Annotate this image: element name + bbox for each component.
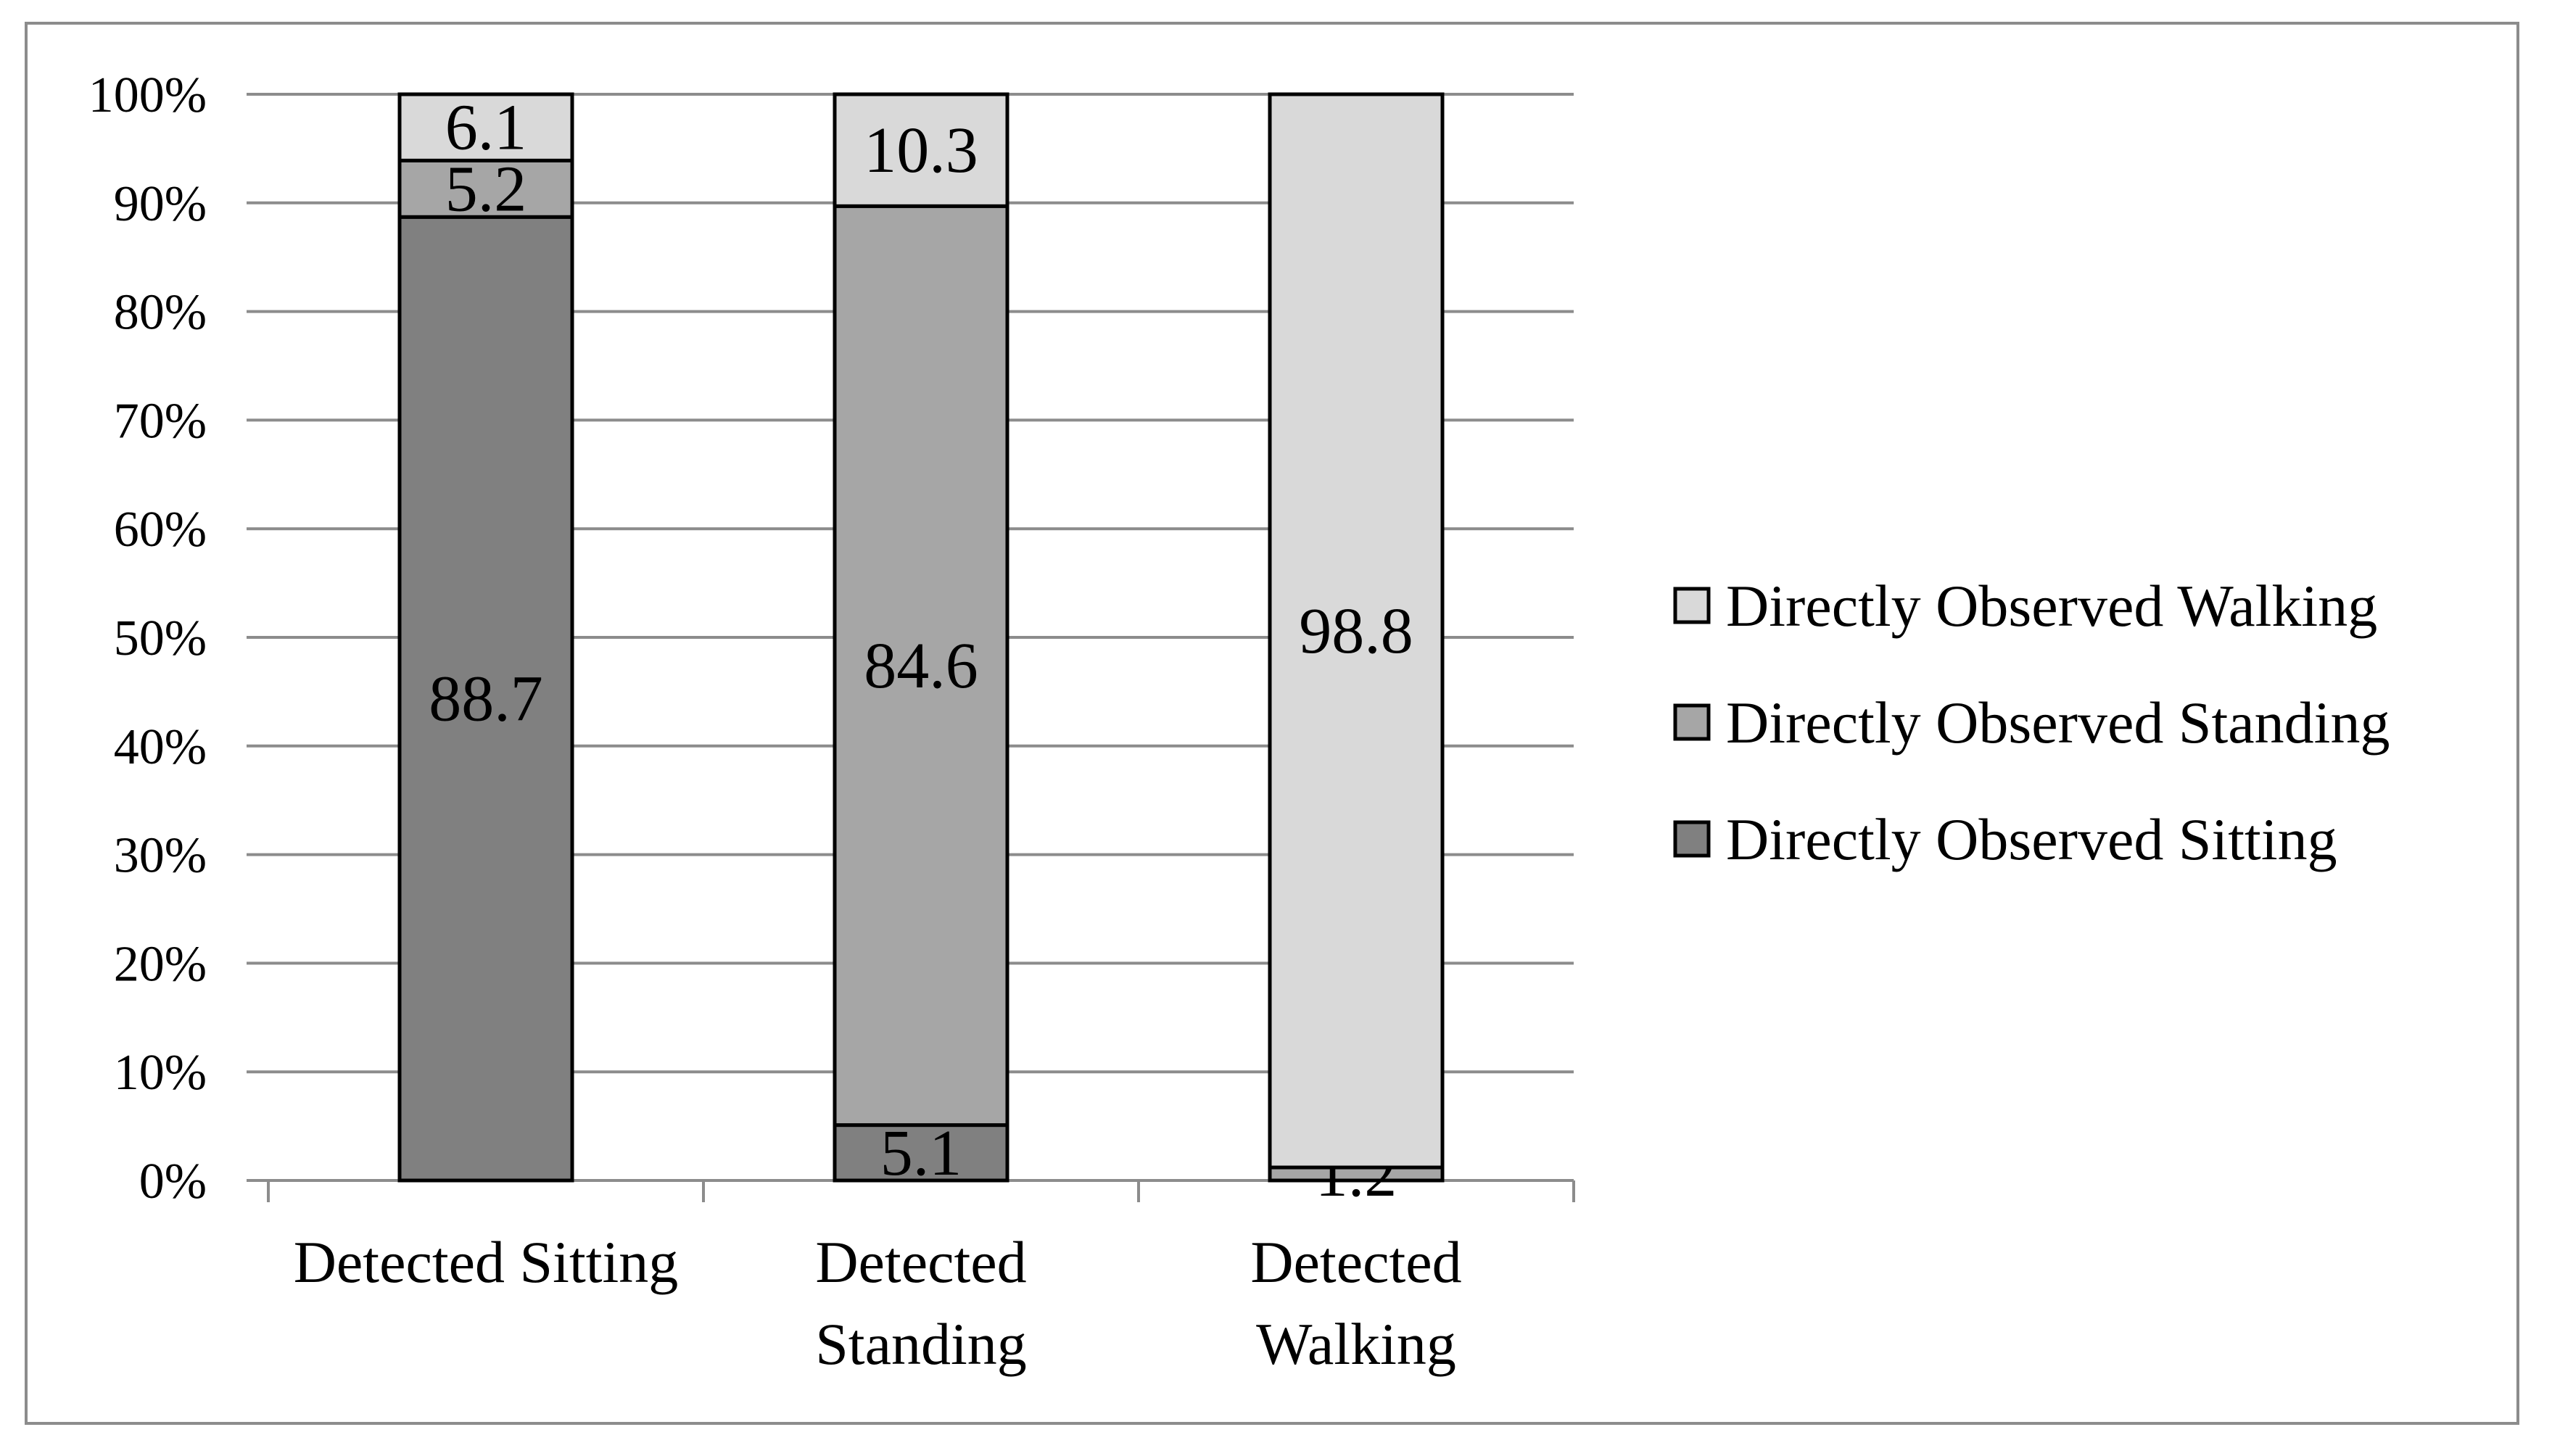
bar-segment — [397, 92, 574, 162]
legend-label: Directly Observed Walking — [1726, 573, 2377, 639]
bar-segment — [833, 92, 1009, 208]
bar-segment — [397, 215, 574, 1183]
y-tick-label: 70% — [114, 393, 207, 449]
legend-swatch — [1673, 703, 1711, 741]
y-tick-label: 90% — [114, 176, 207, 232]
data-label: 6.1 — [445, 92, 527, 164]
x-category-label: Standing — [815, 1311, 1027, 1377]
data-label: 98.8 — [1299, 595, 1413, 667]
y-tick-label: 10% — [114, 1045, 207, 1101]
bar-segment — [833, 1123, 1009, 1183]
y-tick-label: 100% — [88, 67, 207, 123]
data-label: 5.1 — [880, 1117, 962, 1189]
x-category-label: Detected — [815, 1229, 1026, 1295]
y-tick-label: 0% — [139, 1154, 207, 1209]
legend-swatch — [1673, 587, 1711, 624]
data-label: 10.3 — [864, 115, 978, 186]
data-label: 84.6 — [864, 630, 978, 702]
x-category-label: Detected — [1250, 1229, 1461, 1295]
y-tick-label: 60% — [114, 502, 207, 558]
y-tick-label: 80% — [114, 285, 207, 341]
bar-segment — [1268, 92, 1445, 1170]
data-label: 5.2 — [445, 153, 527, 225]
y-tick-label: 40% — [114, 719, 207, 775]
x-category-label: Detected Sitting — [294, 1229, 679, 1295]
data-label: 88.7 — [429, 663, 543, 735]
bar-segment — [397, 158, 574, 219]
legend-label: Directly Observed Standing — [1726, 690, 2390, 756]
y-tick-label: 30% — [114, 828, 207, 884]
legend-swatch — [1673, 820, 1711, 858]
y-tick-label: 50% — [114, 611, 207, 666]
legend-label: Directly Observed Sitting — [1726, 806, 2337, 872]
bar-segment — [833, 204, 1009, 1128]
y-tick-label: 20% — [114, 936, 207, 992]
x-category-label: Walking — [1256, 1311, 1456, 1377]
